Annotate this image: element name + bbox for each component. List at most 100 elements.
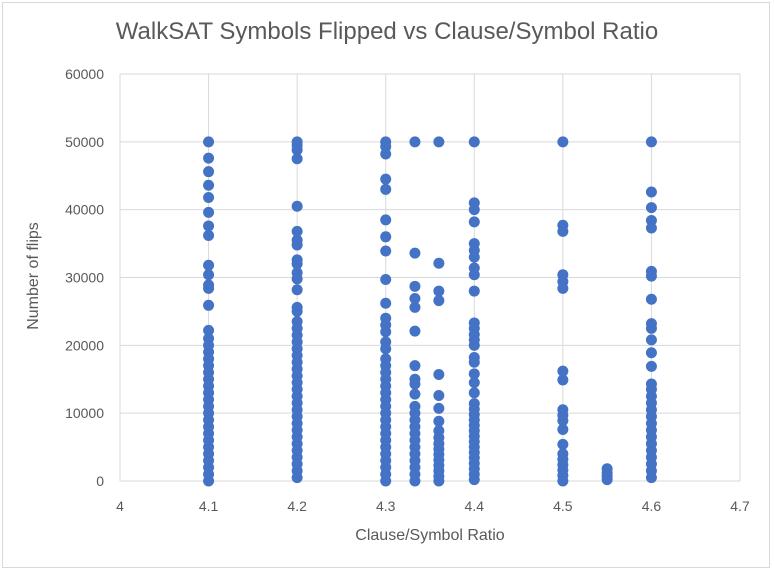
data-point <box>557 423 569 435</box>
x-tick-label: 4.7 <box>730 498 750 514</box>
data-point <box>645 347 657 359</box>
data-point <box>468 136 480 148</box>
y-tick-label: 20000 <box>65 337 104 353</box>
data-point <box>380 173 392 185</box>
data-point <box>380 214 392 226</box>
x-tick-label: 4.3 <box>376 498 396 514</box>
data-point <box>380 475 392 487</box>
data-point <box>203 282 215 294</box>
y-tick-label: 50000 <box>65 134 104 150</box>
data-point <box>433 136 445 148</box>
x-axis-ticks: 4 4.1 4.2 4.3 4.4 4.5 4.6 4.7 <box>116 498 750 514</box>
data-point <box>557 136 569 148</box>
y-axis-title: Number of flips <box>25 222 42 330</box>
y-tick-label: 10000 <box>65 405 104 421</box>
data-point <box>203 220 215 232</box>
data-point <box>468 204 480 216</box>
data-point <box>433 475 445 487</box>
data-point <box>380 343 392 355</box>
data-point <box>291 305 303 317</box>
y-tick-label: 40000 <box>65 202 104 218</box>
data-point <box>433 415 445 427</box>
data-point <box>645 334 657 346</box>
y-tick-label: 30000 <box>65 270 104 286</box>
data-point <box>409 325 421 337</box>
data-points <box>203 136 657 487</box>
data-point <box>645 270 657 282</box>
data-point <box>380 148 392 160</box>
data-point <box>468 339 480 351</box>
data-point <box>203 229 215 241</box>
data-point <box>203 136 215 148</box>
data-point <box>291 225 303 237</box>
data-point <box>433 390 445 402</box>
data-point <box>203 179 215 191</box>
data-point <box>645 222 657 234</box>
data-point <box>557 365 569 377</box>
data-point <box>645 202 657 214</box>
data-point <box>409 280 421 292</box>
data-point <box>409 360 421 372</box>
data-point <box>409 378 421 390</box>
x-tick-label: 4.5 <box>553 498 573 514</box>
data-point <box>645 136 657 148</box>
data-point <box>409 136 421 148</box>
data-point <box>433 402 445 414</box>
data-point <box>601 474 613 486</box>
data-point <box>203 152 215 164</box>
data-point <box>557 225 569 237</box>
x-axis-title: Clause/Symbol Ratio <box>355 527 505 544</box>
data-point <box>468 251 480 263</box>
data-point <box>291 284 303 296</box>
data-point <box>291 239 303 251</box>
data-point <box>203 324 215 336</box>
data-point <box>380 297 392 309</box>
data-point <box>557 475 569 487</box>
data-point <box>409 293 421 305</box>
data-point <box>203 259 215 271</box>
data-point <box>557 374 569 386</box>
data-point <box>409 301 421 313</box>
y-tick-label: 0 <box>96 473 104 489</box>
data-point <box>380 231 392 243</box>
data-point <box>468 356 480 368</box>
data-point <box>203 166 215 178</box>
y-axis-ticks: 0 10000 20000 30000 40000 50000 60000 <box>65 66 104 489</box>
data-point <box>468 377 480 389</box>
data-point <box>291 258 303 270</box>
data-point <box>380 183 392 195</box>
data-point <box>468 269 480 281</box>
data-point <box>433 257 445 269</box>
data-point <box>645 360 657 372</box>
data-point <box>468 474 480 486</box>
data-point <box>291 200 303 212</box>
y-tick-label: 60000 <box>65 66 104 82</box>
data-point <box>203 299 215 311</box>
x-tick-label: 4.2 <box>287 498 307 514</box>
data-point <box>380 326 392 338</box>
data-point <box>409 247 421 259</box>
chart-title: WalkSAT Symbols Flipped vs Clause/Symbol… <box>115 18 659 45</box>
data-point <box>409 388 421 400</box>
data-point <box>380 245 392 257</box>
data-point <box>468 368 480 380</box>
data-point <box>291 144 303 156</box>
data-point <box>468 387 480 399</box>
data-point <box>468 285 480 297</box>
data-point <box>468 216 480 228</box>
x-tick-label: 4.6 <box>642 498 662 514</box>
data-point <box>291 472 303 484</box>
data-point <box>557 438 569 450</box>
data-point <box>409 475 421 487</box>
x-tick-label: 4.4 <box>465 498 485 514</box>
data-point <box>645 322 657 334</box>
data-point <box>203 269 215 281</box>
data-point <box>645 472 657 484</box>
data-point <box>557 415 569 427</box>
data-point <box>291 153 303 165</box>
data-point <box>203 191 215 203</box>
data-point <box>380 274 392 286</box>
data-point <box>433 295 445 307</box>
x-tick-label: 4.1 <box>199 498 219 514</box>
